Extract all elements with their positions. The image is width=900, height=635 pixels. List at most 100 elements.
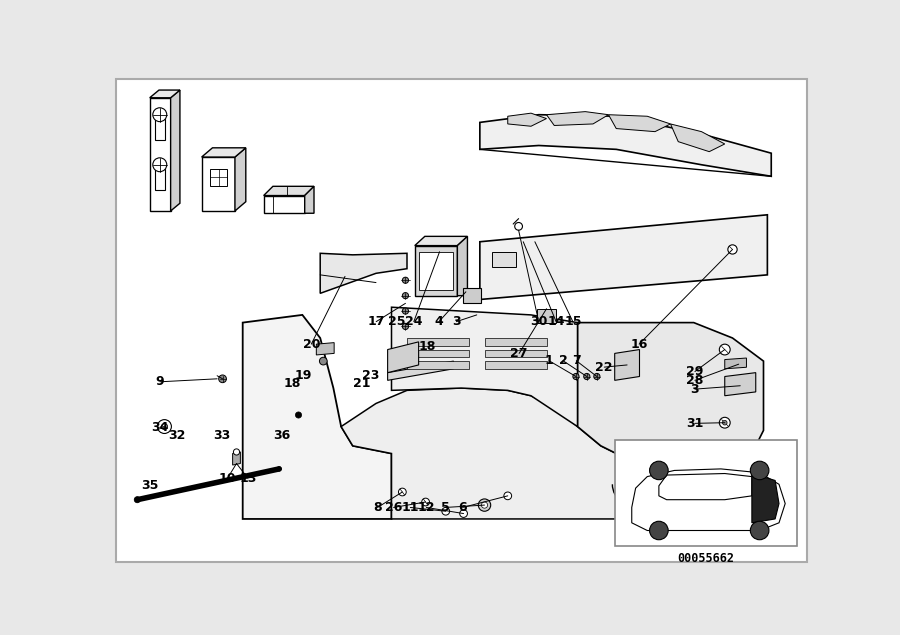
Text: 26: 26 (385, 501, 402, 514)
Polygon shape (305, 186, 314, 213)
Text: 7: 7 (572, 354, 580, 367)
Text: 24: 24 (405, 315, 423, 328)
Text: 2: 2 (559, 354, 568, 367)
Circle shape (158, 420, 171, 434)
Bar (484, 349, 546, 358)
Circle shape (719, 344, 730, 355)
Text: 28: 28 (686, 374, 704, 387)
Text: 18: 18 (284, 377, 302, 390)
Text: 9: 9 (156, 375, 164, 388)
Circle shape (719, 417, 730, 428)
Polygon shape (316, 343, 334, 355)
Polygon shape (632, 469, 785, 530)
Polygon shape (463, 288, 481, 304)
Polygon shape (388, 342, 418, 373)
Circle shape (320, 358, 328, 365)
Bar (484, 361, 546, 369)
Circle shape (402, 277, 409, 283)
Polygon shape (537, 309, 556, 323)
Circle shape (482, 502, 488, 508)
Bar (615, 439, 796, 546)
Circle shape (402, 308, 409, 314)
Circle shape (399, 488, 406, 496)
Polygon shape (608, 115, 670, 131)
Polygon shape (415, 246, 457, 296)
Polygon shape (202, 157, 235, 211)
Polygon shape (752, 474, 779, 523)
Circle shape (573, 373, 579, 380)
Polygon shape (415, 236, 467, 246)
Text: 11: 11 (401, 501, 419, 514)
Text: 13: 13 (239, 472, 256, 485)
Circle shape (233, 449, 239, 455)
Circle shape (219, 375, 227, 383)
Text: 27: 27 (510, 347, 528, 360)
Bar (155, 169, 166, 190)
Text: 10: 10 (219, 472, 237, 485)
Text: 8: 8 (374, 501, 382, 514)
Text: 16: 16 (630, 338, 648, 351)
Circle shape (751, 461, 769, 479)
Circle shape (478, 499, 491, 511)
Bar (407, 338, 469, 345)
Bar (407, 361, 469, 369)
Circle shape (277, 467, 282, 471)
Circle shape (402, 323, 409, 330)
Circle shape (153, 158, 166, 171)
Text: 00055662: 00055662 (678, 552, 734, 565)
Circle shape (504, 492, 511, 500)
Text: 19: 19 (295, 369, 312, 382)
Bar (419, 251, 453, 290)
Polygon shape (615, 349, 640, 380)
Polygon shape (171, 90, 180, 211)
Text: 17: 17 (367, 315, 385, 328)
Circle shape (153, 108, 166, 122)
Polygon shape (508, 113, 546, 126)
Text: 15: 15 (564, 315, 581, 328)
Polygon shape (659, 474, 752, 500)
Polygon shape (546, 112, 608, 126)
Polygon shape (480, 115, 771, 177)
Polygon shape (392, 307, 578, 427)
Text: 22: 22 (596, 361, 613, 373)
Circle shape (402, 293, 409, 298)
Polygon shape (149, 98, 171, 211)
Text: 34: 34 (151, 421, 168, 434)
Circle shape (650, 521, 668, 540)
Text: 3: 3 (690, 383, 699, 396)
Polygon shape (480, 215, 768, 300)
Text: 32: 32 (168, 429, 186, 442)
Circle shape (295, 412, 302, 418)
Text: 6: 6 (458, 501, 467, 514)
Text: 1: 1 (544, 354, 554, 367)
Bar (484, 338, 546, 345)
Text: 3: 3 (452, 315, 461, 328)
Text: 20: 20 (302, 338, 320, 351)
Polygon shape (341, 388, 616, 519)
Polygon shape (264, 186, 314, 196)
Circle shape (650, 461, 668, 479)
Circle shape (751, 521, 769, 540)
Polygon shape (202, 148, 246, 157)
Bar (211, 169, 227, 185)
Polygon shape (149, 90, 180, 98)
Circle shape (515, 222, 523, 231)
Polygon shape (388, 361, 454, 380)
Text: 4: 4 (435, 315, 444, 328)
Polygon shape (232, 452, 240, 465)
Circle shape (422, 498, 429, 506)
Polygon shape (457, 236, 467, 296)
Polygon shape (724, 358, 746, 369)
Text: 25: 25 (388, 315, 405, 328)
Text: 36: 36 (274, 429, 291, 442)
Text: 5: 5 (441, 501, 450, 514)
Bar (155, 119, 166, 140)
Text: 12: 12 (418, 501, 435, 514)
Text: 33: 33 (213, 429, 230, 442)
Bar (407, 349, 469, 358)
Text: 35: 35 (140, 479, 158, 492)
Circle shape (584, 373, 590, 380)
Circle shape (442, 507, 450, 515)
Polygon shape (264, 196, 305, 213)
Polygon shape (243, 315, 392, 519)
